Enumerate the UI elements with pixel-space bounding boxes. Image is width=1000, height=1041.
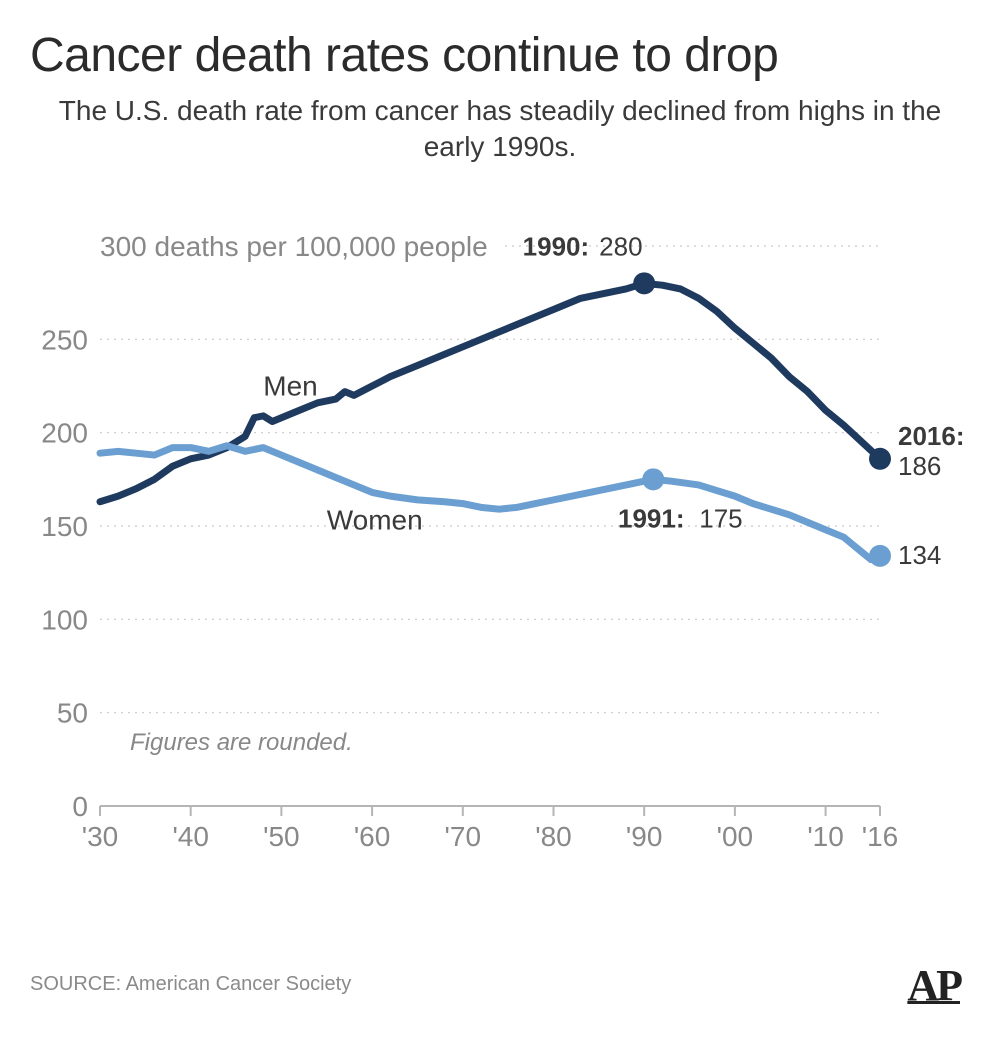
y-tick-label: 200 [41, 417, 88, 448]
chart-container: Cancer death rates continue to drop The … [0, 0, 1000, 866]
callout-value: 175 [699, 503, 742, 533]
x-tick-label: '80 [535, 821, 572, 852]
callout-value: 186 [898, 450, 941, 480]
callout-year: 1990: [523, 231, 590, 261]
y-axis-top-label: 300 deaths per 100,000 people [100, 231, 488, 262]
y-tick-label: 50 [57, 697, 88, 728]
callout-year: 2016: [898, 420, 965, 450]
ap-logo: AP [907, 960, 960, 1011]
x-tick-label: '60 [354, 821, 391, 852]
y-tick-label: 250 [41, 324, 88, 355]
y-tick-label: 150 [41, 511, 88, 542]
callout-value: 280 [599, 231, 642, 261]
series-line-women [100, 445, 880, 559]
chart-area: 0 50 100 150 200 250 300 deaths per 100,000 pe… [30, 226, 970, 866]
callout-marker [633, 272, 655, 294]
series-label-women: Women [327, 504, 423, 535]
series-line-men [100, 283, 880, 501]
x-tick-label: '90 [626, 821, 663, 852]
x-tick-label: '16 [862, 821, 899, 852]
line-chart-svg: 0 50 100 150 200 250 300 deaths per 100,000 pe… [30, 226, 970, 866]
y-tick-label: 100 [41, 604, 88, 635]
callout-marker [869, 544, 891, 566]
callout-value: 134 [898, 539, 941, 569]
callout-marker [642, 468, 664, 490]
x-tick-label: '30 [82, 821, 119, 852]
x-tick-label: '10 [807, 821, 844, 852]
chart-title: Cancer death rates continue to drop [30, 30, 970, 83]
footnote-text: Figures are rounded. [130, 729, 353, 756]
callout-year: 1991: [618, 503, 685, 533]
x-tick-label: '00 [717, 821, 754, 852]
x-tick-label: '50 [263, 821, 300, 852]
callout-marker [869, 447, 891, 469]
source-text: SOURCE: American Cancer Society [30, 973, 351, 996]
chart-subtitle: The U.S. death rate from cancer has stea… [30, 93, 970, 166]
y-tick-label: 0 [72, 791, 88, 822]
x-tick-label: '70 [445, 821, 482, 852]
x-tick-label: '40 [172, 821, 209, 852]
series-label-men: Men [263, 370, 317, 401]
